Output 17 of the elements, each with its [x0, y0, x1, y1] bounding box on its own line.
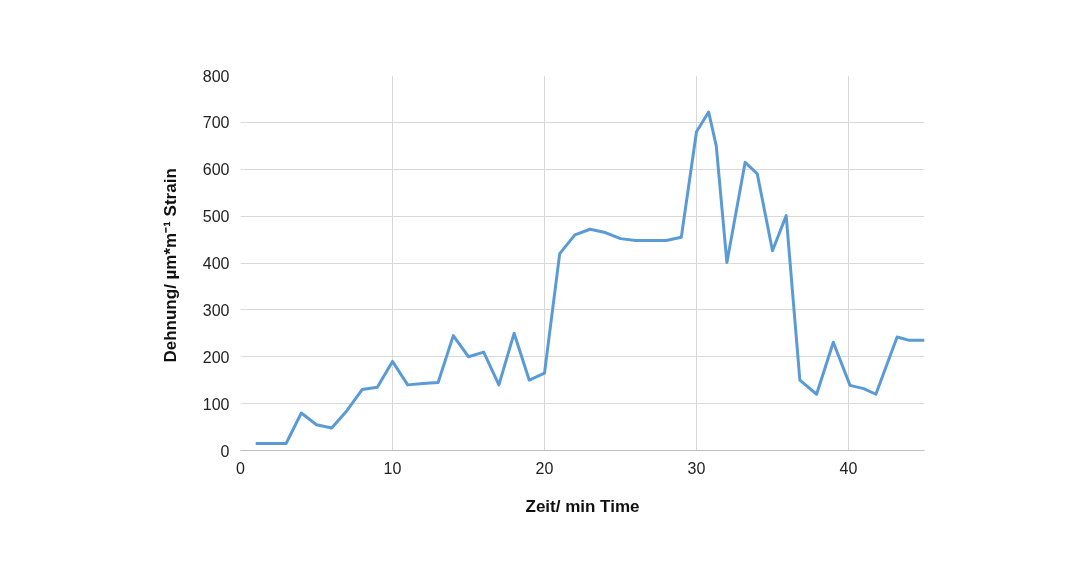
y-tick-label: 600: [202, 161, 230, 179]
x-tick-label: 30: [687, 459, 706, 477]
y-tick-label: 200: [202, 348, 230, 366]
y-tick-label: 400: [202, 255, 230, 272]
y-axis-title: Dehnung/ µm*m⁻¹ Strain: [160, 168, 180, 363]
x-tick-label: 10: [383, 459, 402, 477]
x-tick-label: 0: [236, 459, 246, 477]
x-axis-title: Zeit/ min Time: [525, 496, 640, 516]
x-tick-label: 40: [839, 459, 858, 477]
x-tick-label: 20: [535, 459, 554, 477]
y-tick-label: 300: [202, 301, 230, 319]
y-tick-label: 100: [202, 395, 230, 413]
y-tick-label: 700: [202, 114, 230, 132]
y-tick-label: 800: [202, 67, 230, 85]
line-series: [254, 110, 925, 445]
y-tick-label: 0: [220, 442, 230, 460]
y-tick-label: 500: [202, 208, 230, 226]
